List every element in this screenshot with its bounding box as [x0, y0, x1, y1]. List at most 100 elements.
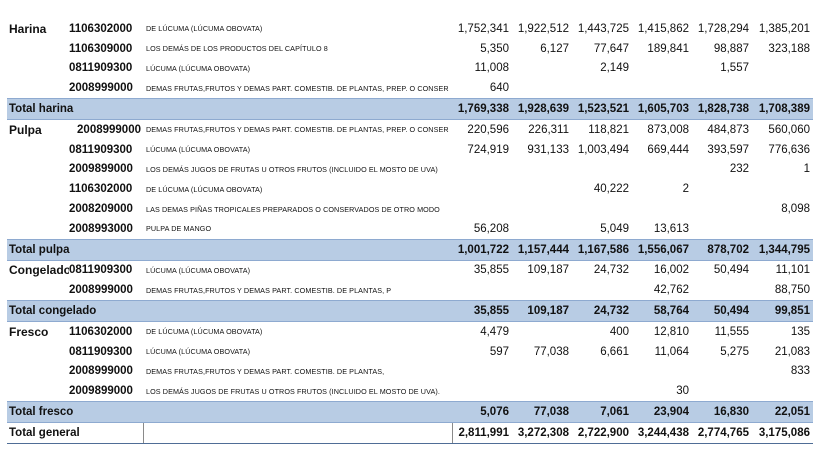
grand-total-value-cell[interactable]: 2,811,991	[452, 421, 512, 444]
subtotal-value-cell[interactable]: 109,187	[512, 300, 572, 322]
value-cell[interactable]: 24,732	[593, 264, 629, 277]
product-code-cell[interactable]: 2009899000	[69, 385, 133, 398]
value-cell[interactable]	[692, 199, 752, 219]
value-cell[interactable]	[572, 199, 632, 219]
product-code-cell[interactable]: 1106302000	[69, 325, 133, 338]
product-code-cell[interactable]: 2008999000	[69, 284, 133, 297]
value-cell[interactable]	[752, 219, 813, 239]
value-cell[interactable]: 776,636	[768, 143, 810, 156]
value-cell[interactable]: 21,083	[774, 345, 810, 358]
value-cell[interactable]	[572, 381, 632, 401]
value-cell[interactable]	[572, 280, 632, 300]
value-cell[interactable]	[692, 381, 752, 401]
value-cell[interactable]: 2,149	[600, 62, 629, 75]
value-cell[interactable]: 30	[676, 385, 689, 398]
value-cell[interactable]: 323,188	[768, 42, 810, 55]
value-cell[interactable]	[692, 362, 752, 382]
value-cell[interactable]	[452, 160, 512, 180]
value-cell[interactable]	[452, 381, 512, 401]
value-cell[interactable]: 40,222	[593, 183, 629, 196]
value-cell[interactable]: 11,101	[775, 264, 810, 277]
value-cell[interactable]: 873,008	[647, 123, 689, 136]
value-cell[interactable]: 135	[790, 325, 810, 338]
value-cell[interactable]	[512, 160, 572, 180]
subtotal-value-cell[interactable]: 878,702	[692, 238, 752, 261]
product-code-cell[interactable]: 2008993000	[69, 222, 133, 235]
value-cell[interactable]: 98,887	[713, 42, 749, 55]
subtotal-value-cell[interactable]: 50,494	[692, 300, 752, 322]
value-cell[interactable]: 13,613	[653, 222, 689, 235]
value-cell[interactable]: 77,038	[533, 345, 569, 358]
value-cell[interactable]	[512, 381, 572, 401]
value-cell[interactable]	[752, 381, 813, 401]
value-cell[interactable]	[692, 219, 752, 239]
grand-total-value-cell[interactable]: 2,722,900	[572, 421, 632, 444]
subtotal-value-cell[interactable]: 5,076	[452, 401, 512, 423]
grand-total-value-cell[interactable]: 3,244,438	[632, 421, 692, 444]
value-cell[interactable]	[512, 78, 572, 98]
value-cell[interactable]: 226,311	[528, 123, 569, 136]
value-cell[interactable]: 2	[682, 183, 689, 196]
value-cell[interactable]: 11,008	[474, 62, 509, 75]
subtotal-value-cell[interactable]: 77,038	[512, 401, 572, 423]
value-cell[interactable]: 220,596	[467, 123, 509, 136]
subtotal-value-cell[interactable]: 35,855	[452, 300, 512, 322]
value-cell[interactable]: 6,661	[600, 345, 629, 358]
value-cell[interactable]	[572, 78, 632, 98]
subtotal-value-cell[interactable]: 1,157,444	[512, 238, 572, 261]
product-code-cell[interactable]: 2008999000	[77, 123, 141, 136]
value-cell[interactable]: 724,919	[467, 143, 509, 156]
product-code-cell[interactable]: 2008999000	[69, 365, 133, 378]
value-cell[interactable]: 11,555	[714, 325, 749, 338]
value-cell[interactable]: 931,133	[527, 143, 569, 156]
grand-total-value-cell[interactable]: 3,272,308	[512, 421, 572, 444]
subtotal-value-cell[interactable]: 1,928,639	[512, 98, 572, 120]
grand-total-value-cell[interactable]: 3,175,086	[752, 421, 813, 444]
value-cell[interactable]: 669,444	[647, 143, 689, 156]
value-cell[interactable]: 1,385,201	[758, 22, 810, 35]
value-cell[interactable]: 56,208	[473, 222, 509, 235]
value-cell[interactable]: 6,127	[540, 42, 569, 55]
value-cell[interactable]: 1,752,341	[457, 22, 509, 35]
value-cell[interactable]: 12,810	[653, 325, 689, 338]
value-cell[interactable]	[512, 199, 572, 219]
product-code-cell[interactable]: 1106302000	[69, 183, 133, 196]
subtotal-value-cell[interactable]: 99,851	[752, 300, 813, 322]
subtotal-value-cell[interactable]: 1,828,738	[692, 98, 752, 120]
value-cell[interactable]: 1,728,294	[697, 22, 749, 35]
subtotal-value-cell[interactable]: 1,769,338	[452, 98, 512, 120]
value-cell[interactable]	[452, 280, 512, 300]
subtotal-value-cell[interactable]: 16,830	[692, 401, 752, 423]
value-cell[interactable]: 1	[803, 163, 810, 176]
value-cell[interactable]: 560,060	[768, 123, 810, 136]
value-cell[interactable]: 1,443,725	[577, 22, 629, 35]
value-cell[interactable]	[512, 219, 572, 239]
value-cell[interactable]: 597	[489, 345, 509, 358]
grand-total-value-cell[interactable]: 2,774,765	[692, 421, 752, 444]
value-cell[interactable]: 35,855	[473, 264, 509, 277]
value-cell[interactable]	[572, 362, 632, 382]
value-cell[interactable]: 88,750	[774, 284, 810, 297]
value-cell[interactable]: 77,647	[593, 42, 629, 55]
value-cell[interactable]	[512, 280, 572, 300]
value-cell[interactable]: 8,098	[781, 203, 810, 216]
value-cell[interactable]	[572, 160, 632, 180]
value-cell[interactable]: 833	[790, 365, 810, 378]
product-code-cell[interactable]: 0811909300	[69, 264, 133, 277]
value-cell[interactable]: 5,350	[480, 42, 509, 55]
subtotal-value-cell[interactable]: 1,167,586	[572, 238, 632, 261]
subtotal-value-cell[interactable]: 24,732	[572, 300, 632, 322]
value-cell[interactable]	[692, 179, 752, 199]
product-code-cell[interactable]: 1106309000	[69, 42, 133, 55]
value-cell[interactable]: 4,479	[480, 325, 509, 338]
value-cell[interactable]: 118,821	[588, 123, 629, 136]
value-cell[interactable]	[632, 160, 692, 180]
value-cell[interactable]: 640	[489, 82, 509, 95]
value-cell[interactable]	[452, 179, 512, 199]
product-code-cell[interactable]: 1106302000	[69, 22, 133, 35]
subtotal-value-cell[interactable]: 1,605,703	[632, 98, 692, 120]
value-cell[interactable]	[452, 199, 512, 219]
value-cell[interactable]: 1,557	[720, 62, 749, 75]
product-code-cell[interactable]: 2009899000	[69, 163, 133, 176]
value-cell[interactable]	[632, 59, 692, 79]
